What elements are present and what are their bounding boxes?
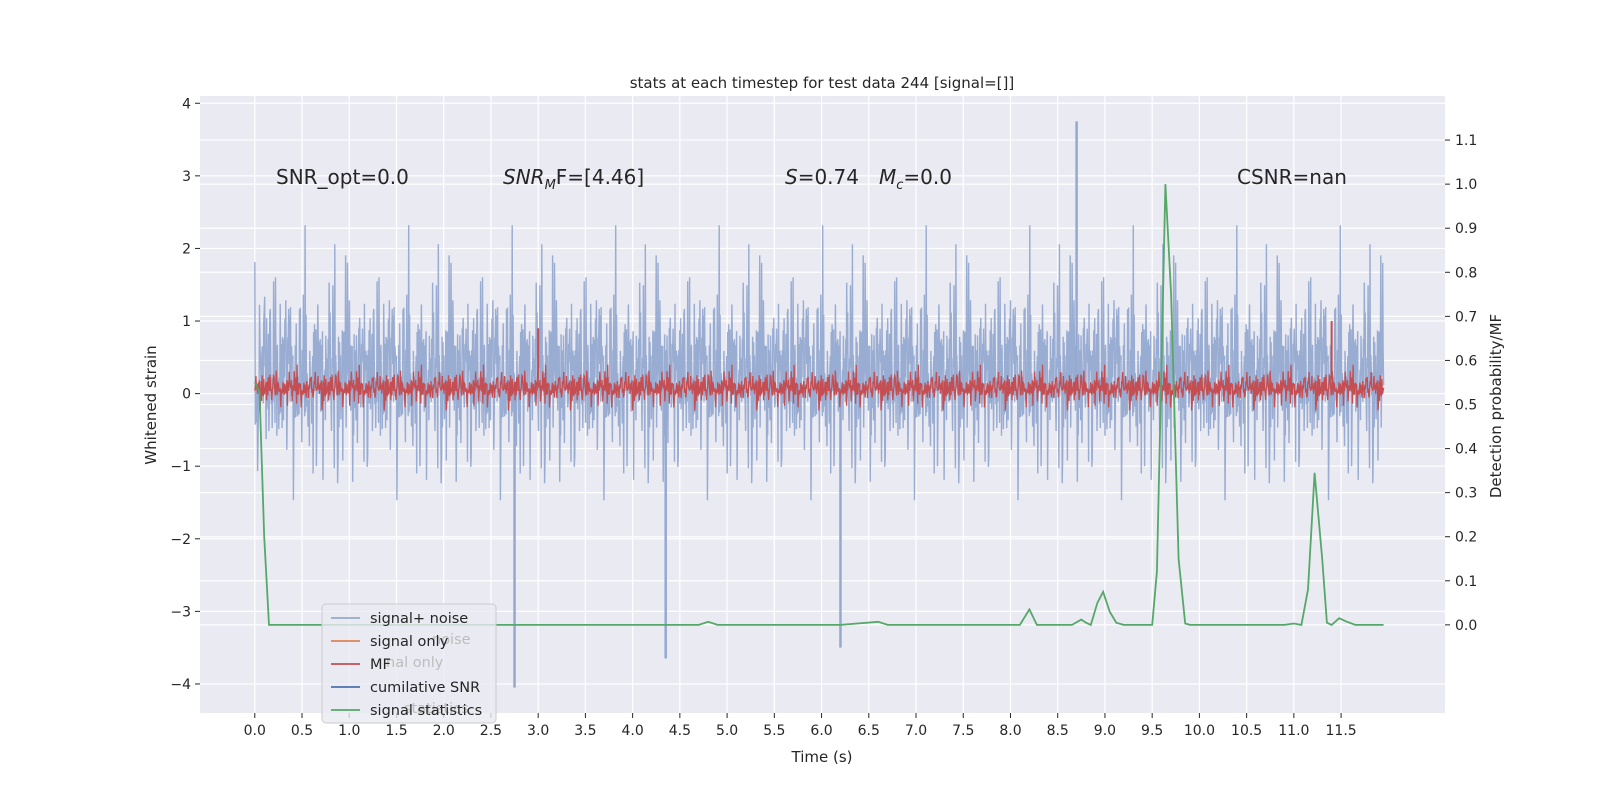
legend-label: signal only <box>370 634 449 650</box>
annotation-snr-mf-main: SNR <box>503 165 545 189</box>
x-tick-label: 8.0 <box>999 723 1021 739</box>
annotation-s-rest: =0.74 <box>798 165 859 189</box>
annotation-s: S=0.74 <box>785 165 859 189</box>
y-tick-label: −4 <box>170 677 191 693</box>
y2-tick-label: 0.5 <box>1455 398 1477 414</box>
legend-ghost-label: noise <box>432 632 471 648</box>
x-tick-label: 7.0 <box>905 723 927 739</box>
y2-tick-label: 0.2 <box>1455 530 1477 546</box>
x-tick-label: 6.5 <box>858 723 880 739</box>
x-tick-label: 5.0 <box>716 723 738 739</box>
annotation-mc-sub: c <box>896 178 903 193</box>
annotation-mc-rest: =0.0 <box>903 165 952 189</box>
legend-box <box>321 603 497 724</box>
y-tick-label: 4 <box>182 96 191 112</box>
x-tick-label: 3.0 <box>527 723 549 739</box>
annotation-snr-opt: SNR_opt=0.0 <box>276 165 409 189</box>
x-tick-label: 2.0 <box>433 723 455 739</box>
x-tick-label: 1.5 <box>385 723 407 739</box>
y-tick-label: 2 <box>182 241 191 257</box>
y2-axis-label: Detection probability/MF <box>1487 314 1505 498</box>
x-tick-label: 4.5 <box>669 723 691 739</box>
y-tick-label: −1 <box>170 459 191 475</box>
y2-tick-label: 0.7 <box>1455 309 1477 325</box>
line-mf <box>254 364 1385 411</box>
series-signal-statistics <box>254 184 1384 627</box>
legend-ghost-label: nal only <box>386 655 444 671</box>
x-tick-label: 2.5 <box>480 723 502 739</box>
annotation-snr-mf-rest: F=[4.46] <box>556 165 644 189</box>
x-tick-label: 6.0 <box>810 723 832 739</box>
y-tick-label: −2 <box>170 532 191 548</box>
annotation-mc-main: M <box>879 165 896 189</box>
x-tick-label: 10.5 <box>1231 723 1262 739</box>
annotation-snr-mf: SNRMF=[4.46] <box>503 165 644 193</box>
legend-ghost-label: statistics <box>404 701 469 717</box>
legend-label: signal+ noise <box>370 611 468 627</box>
y2-tick-label: 0.9 <box>1455 221 1477 237</box>
x-tick-label: 11.0 <box>1278 723 1309 739</box>
x-tick-label: 0.0 <box>244 723 266 739</box>
y-axis-label: Whitened strain <box>142 345 160 464</box>
annotation-mc: Mc=0.0 <box>879 165 952 193</box>
x-tick-label: 9.5 <box>1141 723 1163 739</box>
chart-title: stats at each timestep for test data 244… <box>630 74 1015 92</box>
annotation-snr-mf-sub: M <box>545 178 556 193</box>
series-signal-noise <box>254 121 1385 688</box>
y2-tick-label: 0.1 <box>1455 574 1477 590</box>
y2-tick-label: 1.1 <box>1455 133 1477 149</box>
legend-label: cumilative SNR <box>370 680 480 696</box>
y-tick-label: 0 <box>182 387 191 403</box>
y2-tick-label: 0.0 <box>1455 618 1477 634</box>
y-tick-label: −3 <box>170 604 191 620</box>
x-tick-label: 8.5 <box>1047 723 1069 739</box>
legend-ghost-text: noise nal only statistics <box>386 632 471 717</box>
x-tick-label: 9.0 <box>1094 723 1116 739</box>
annotation-csnr: CSNR=nan <box>1237 165 1347 189</box>
annotation-s-main: S <box>785 165 798 189</box>
x-tick-label: 3.5 <box>574 723 596 739</box>
x-tick-label: 11.5 <box>1326 723 1357 739</box>
x-tick-label: 4.0 <box>621 723 643 739</box>
line-signal-noise <box>254 225 1385 501</box>
legend-label: signal statistics <box>370 703 482 719</box>
series-mf <box>254 321 1385 411</box>
y-tick-label: 3 <box>182 169 191 185</box>
axis-ticks: 0.0 0.5 1.0 1.5 2.0 2.5 3.0 3.5 4.0 4.5 5.0 5.5 6.0 6… <box>170 96 1477 739</box>
y2-tick-label: 0.3 <box>1455 486 1477 502</box>
y2-tick-label: 0.8 <box>1455 265 1477 281</box>
x-tick-label: 7.5 <box>952 723 974 739</box>
legend-items: signal+ noise signal only MF cumilative SNR… <box>331 611 482 719</box>
x-axis-label: Time (s) <box>791 748 853 766</box>
y2-tick-label: 0.4 <box>1455 442 1477 458</box>
x-tick-label: 0.5 <box>291 723 313 739</box>
x-tick-label: 5.5 <box>763 723 785 739</box>
x-tick-label: 10.0 <box>1184 723 1215 739</box>
y2-tick-label: 1.0 <box>1455 177 1477 193</box>
line-signal-statistics <box>254 184 1384 627</box>
y-tick-label: 1 <box>182 314 191 330</box>
legend-label: MF <box>370 657 391 673</box>
y2-tick-label: 0.6 <box>1455 353 1477 369</box>
x-tick-label: 1.0 <box>338 723 360 739</box>
